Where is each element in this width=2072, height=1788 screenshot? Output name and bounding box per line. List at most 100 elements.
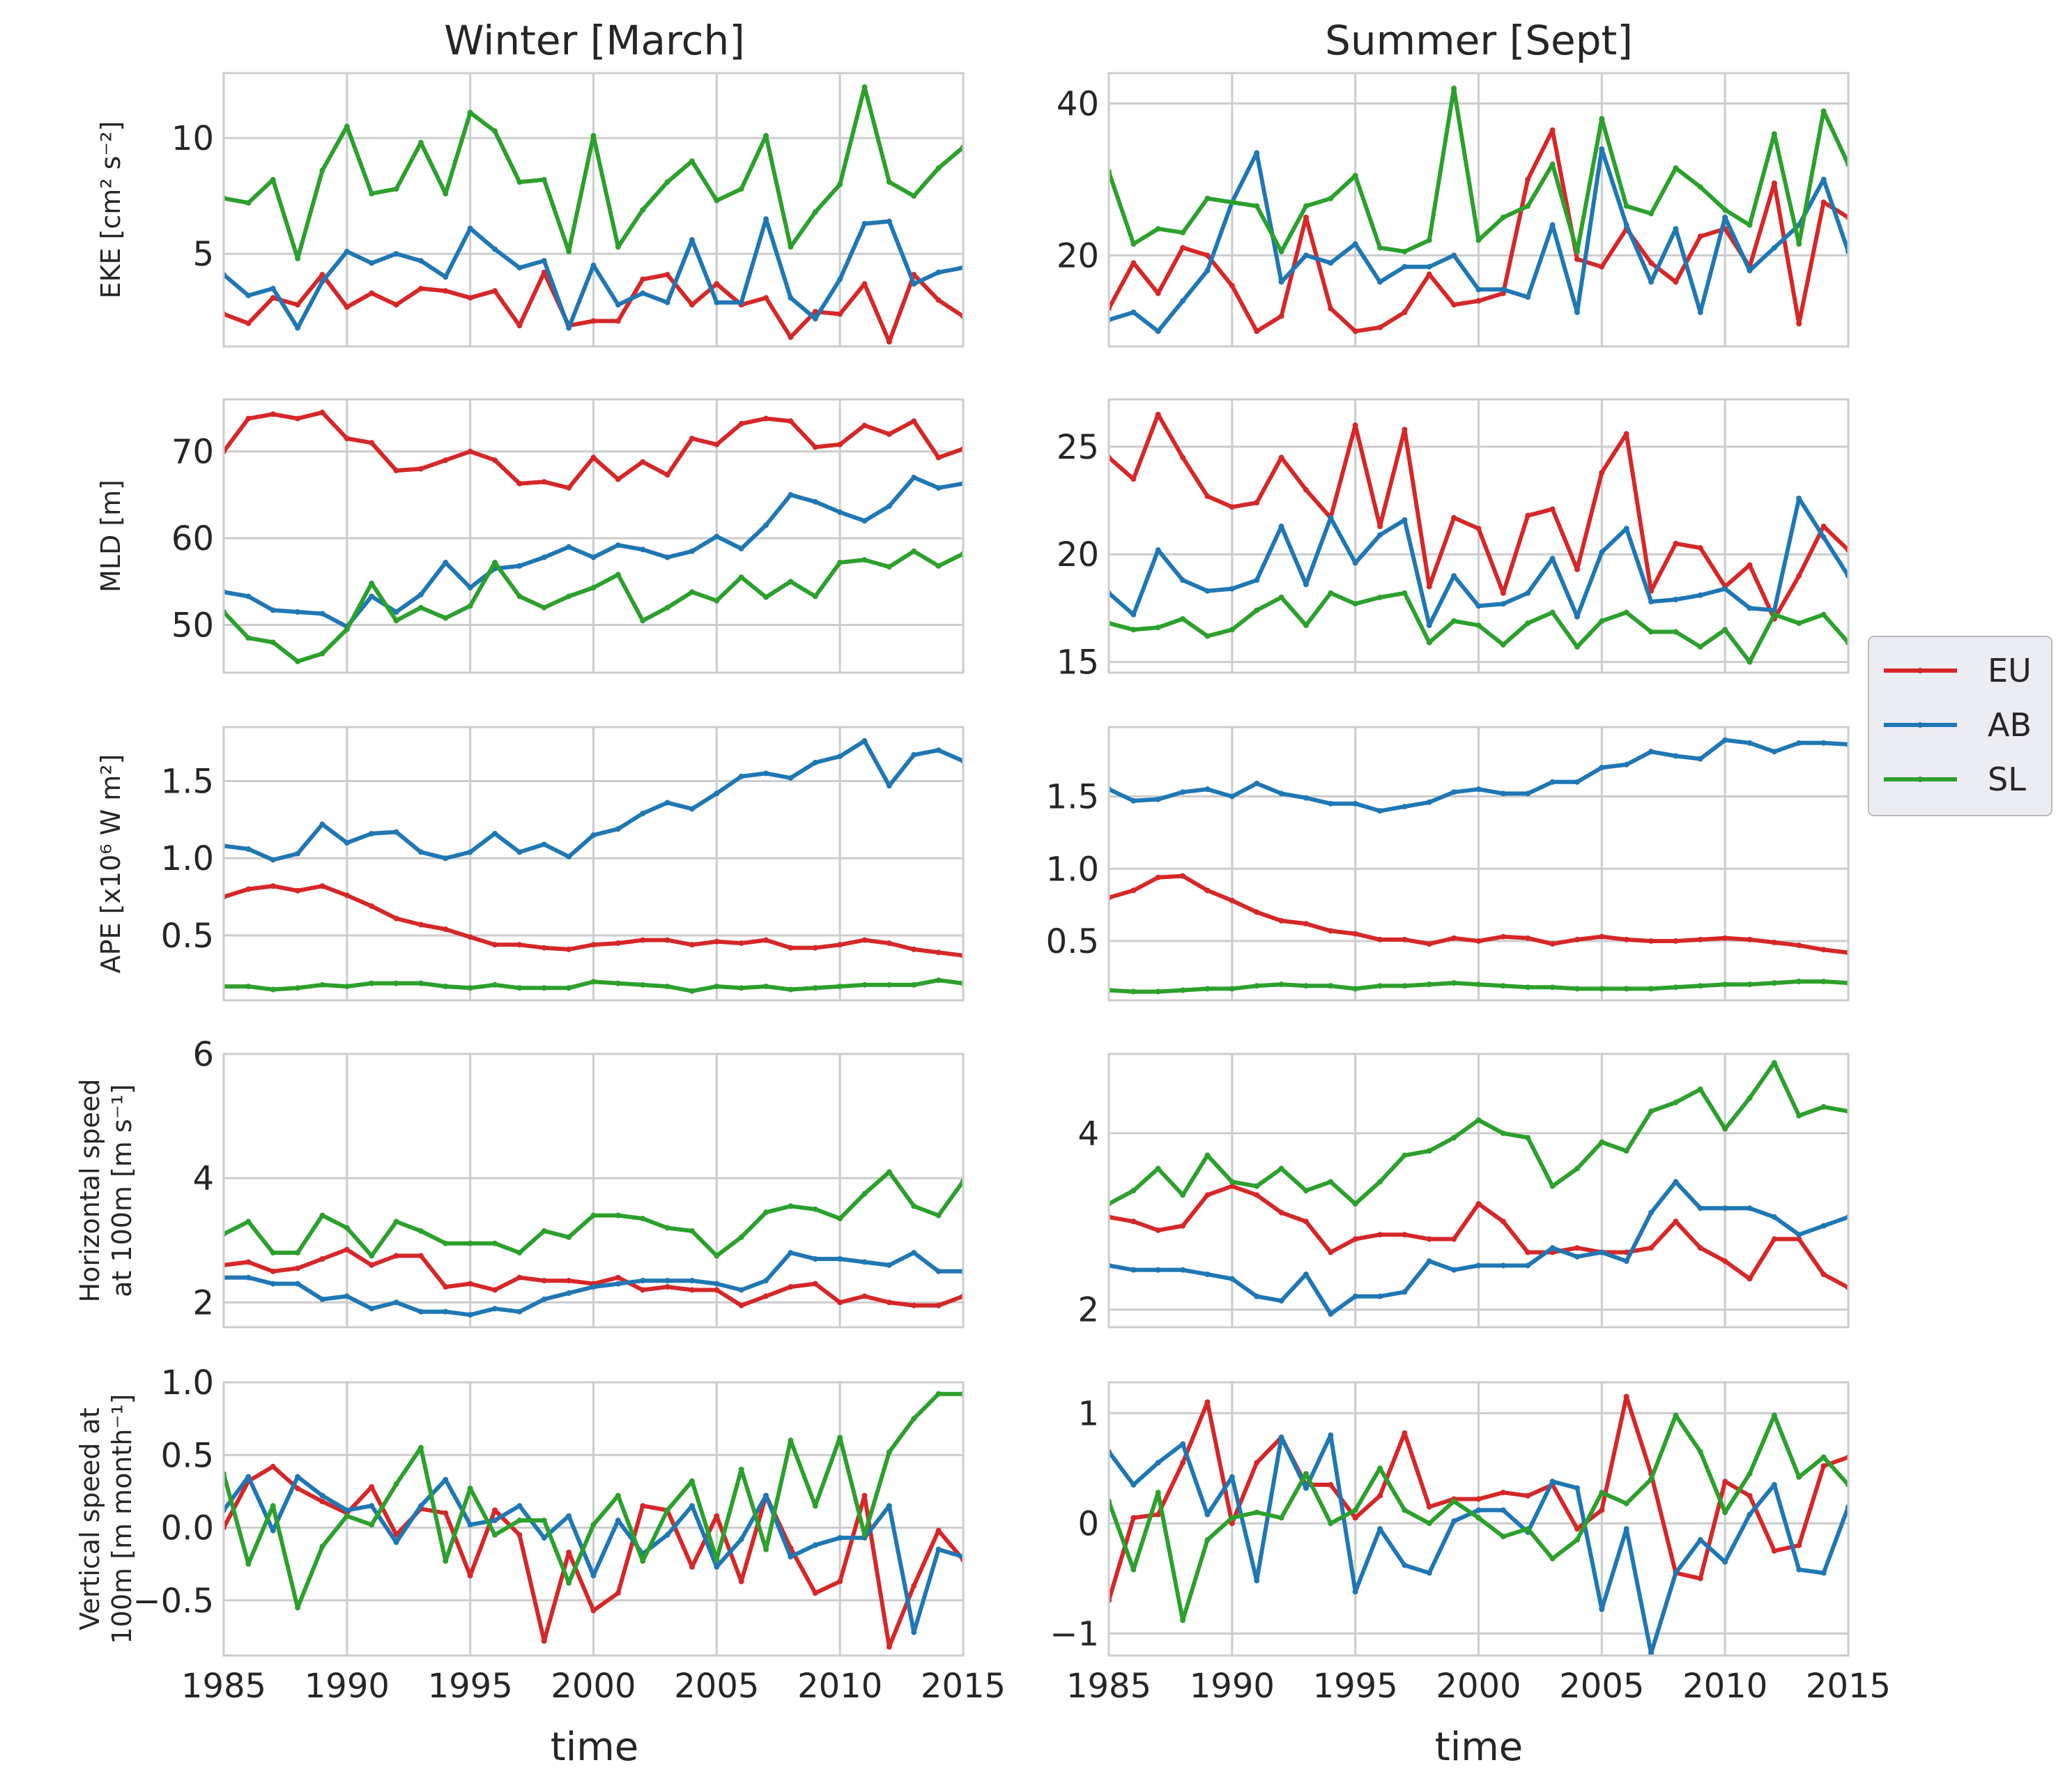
winter-ape-point-SL-1986 bbox=[245, 984, 252, 990]
winter-vspeed-point-SL-1993 bbox=[417, 1444, 424, 1451]
summer-hspeed-point-SL-2010 bbox=[1722, 1126, 1728, 1132]
summer-mld-point-SL-2009 bbox=[1697, 643, 1703, 650]
summer-vspeed-axes-frame bbox=[1107, 1381, 1850, 1657]
summer-mld-point-EU-2009 bbox=[1697, 544, 1703, 551]
summer-vspeed-point-EU-2006 bbox=[1623, 1393, 1629, 1400]
winter-mld-point-SL-1987 bbox=[270, 639, 276, 645]
winter-eke-point-SL-2002 bbox=[640, 207, 646, 213]
winter-mld-point-AB-2005 bbox=[714, 533, 720, 540]
winter-hspeed-point-AB-1998 bbox=[541, 1296, 547, 1302]
winter-hspeed-point-SL-2013 bbox=[911, 1203, 917, 1209]
winter-hspeed-point-EU-2004 bbox=[689, 1287, 695, 1293]
summer-eke-point-AB-2014 bbox=[1820, 176, 1827, 183]
winter-mld-point-SL-1992 bbox=[393, 618, 399, 624]
summer-ape-point-AB-2000 bbox=[1475, 786, 1482, 793]
winter-hspeed-point-SL-1987 bbox=[270, 1250, 276, 1256]
summer-vspeed-point-AB-2004 bbox=[1574, 1485, 1580, 1491]
summer-ape-point-SL-1988 bbox=[1180, 987, 1186, 993]
winter-vspeed-point-SL-1987 bbox=[270, 1503, 276, 1509]
winter-mld-point-AB-2010 bbox=[837, 509, 843, 515]
summer-hspeed-point-AB-2001 bbox=[1500, 1262, 1506, 1269]
winter-ape-point-EU-2002 bbox=[640, 937, 646, 943]
summer-hspeed-point-EU-2000 bbox=[1475, 1200, 1482, 1207]
winter-eke-point-SL-2013 bbox=[911, 193, 917, 199]
winter-ape-point-SL-1991 bbox=[369, 980, 375, 986]
winter-mld-point-EU-1989 bbox=[319, 409, 325, 415]
summer-eke-point-SL-1990 bbox=[1229, 199, 1235, 206]
summer-ape-point-EU-2007 bbox=[1648, 938, 1655, 944]
summer-mld-point-EU-1990 bbox=[1229, 504, 1235, 510]
summer-mld-point-AB-2001 bbox=[1500, 601, 1506, 607]
winter-eke-point-SL-1995 bbox=[467, 109, 473, 116]
winter-ape-point-SL-2010 bbox=[837, 984, 843, 990]
winter-vspeed-point-AB-1989 bbox=[319, 1492, 325, 1499]
summer-hspeed-axes-frame bbox=[1107, 1053, 1850, 1329]
winter-hspeed-point-SL-2012 bbox=[886, 1169, 892, 1175]
winter-mld-point-SL-2005 bbox=[714, 597, 720, 604]
winter-eke-point-SL-1991 bbox=[369, 190, 375, 197]
summer-eke-point-EU-2002 bbox=[1525, 176, 1531, 183]
summer-eke-point-EU-1988 bbox=[1180, 245, 1186, 251]
summer-ape-point-EU-2003 bbox=[1549, 941, 1556, 947]
winter-vspeed-point-SL-2009 bbox=[812, 1503, 818, 1509]
winter-ape-point-EU-2008 bbox=[788, 945, 794, 951]
winter-vspeed-ytick-label-3: 1.0 bbox=[161, 1363, 214, 1403]
summer-mld-point-AB-1988 bbox=[1180, 577, 1186, 583]
winter-eke-point-EU-2001 bbox=[615, 318, 621, 324]
winter-eke-series-group bbox=[224, 84, 963, 345]
summer-ape-point-EU-2010 bbox=[1722, 935, 1728, 941]
summer-vspeed-point-SL-2003 bbox=[1549, 1555, 1556, 1561]
winter-eke-point-AB-2014 bbox=[935, 269, 942, 275]
winter-vspeed-point-AB-1988 bbox=[295, 1474, 301, 1480]
winter-vspeed-xtick-label-1985: 1985 bbox=[181, 1667, 266, 1706]
summer-hspeed-point-SL-2013 bbox=[1796, 1113, 1802, 1119]
summer-ape-point-SL-1996 bbox=[1377, 983, 1383, 989]
summer-ape-point-AB-2002 bbox=[1525, 790, 1531, 797]
summer-mld-ytick-label-1: 20 bbox=[1057, 535, 1099, 574]
winter-mld-point-SL-1995 bbox=[467, 603, 473, 609]
summer-ape-point-AB-1992 bbox=[1278, 790, 1284, 797]
winter-ape-point-EU-2006 bbox=[738, 940, 744, 947]
summer-ape-point-AB-1997 bbox=[1402, 804, 1408, 810]
winter-eke-point-EU-1995 bbox=[467, 295, 473, 301]
winter-mld-point-AB-2012 bbox=[886, 503, 892, 510]
winter-eke-point-SL-2001 bbox=[615, 244, 621, 250]
winter-mld-point-EU-2013 bbox=[911, 418, 917, 425]
winter-mld-point-SL-1990 bbox=[344, 626, 350, 632]
winter-ape-point-SL-1990 bbox=[344, 984, 350, 990]
winter-mld-point-AB-2011 bbox=[861, 518, 868, 524]
summer-vspeed-xtick-label-1985: 1985 bbox=[1066, 1667, 1151, 1706]
winter-eke-point-EU-2014 bbox=[935, 297, 942, 303]
winter-mld-point-SL-1991 bbox=[369, 580, 375, 586]
winter-ape-point-EU-1993 bbox=[417, 922, 424, 928]
summer-mld-point-SL-1993 bbox=[1303, 622, 1309, 629]
summer-eke-point-EU-1991 bbox=[1254, 328, 1260, 335]
winter-vspeed-point-SL-2000 bbox=[590, 1522, 597, 1528]
summer-vspeed-point-EU-1990 bbox=[1229, 1520, 1235, 1527]
winter-vspeed-point-SL-1990 bbox=[344, 1513, 350, 1519]
winter-eke-point-SL-2003 bbox=[664, 179, 670, 185]
winter-eke-point-EU-1998 bbox=[541, 269, 547, 275]
winter-vspeed-point-SL-2010 bbox=[837, 1435, 843, 1441]
summer-mld-point-SL-1990 bbox=[1229, 627, 1235, 633]
winter-ape-ytick-label-2: 1.5 bbox=[161, 763, 214, 802]
summer-vspeed-point-SL-1996 bbox=[1377, 1465, 1383, 1472]
summer-hspeed-point-AB-2013 bbox=[1796, 1232, 1802, 1238]
summer-mld-point-SL-2010 bbox=[1722, 627, 1728, 633]
summer-hspeed-point-AB-1991 bbox=[1254, 1293, 1260, 1299]
winter-vspeed-point-AB-1996 bbox=[492, 1518, 498, 1524]
summer-vspeed-point-SL-1995 bbox=[1352, 1507, 1358, 1513]
summer-hspeed-point-SL-1999 bbox=[1451, 1135, 1457, 1141]
summer-mld-point-AB-2006 bbox=[1623, 526, 1629, 532]
legend-label-AB: AB bbox=[1988, 706, 2032, 744]
winter-mld-ytick-label-1: 60 bbox=[171, 519, 214, 558]
winter-vspeed-point-EU-2006 bbox=[738, 1578, 744, 1584]
winter-vspeed-point-EU-2013 bbox=[911, 1582, 917, 1589]
winter-ape-point-AB-1999 bbox=[566, 854, 572, 860]
summer-eke-point-EU-1993 bbox=[1303, 214, 1309, 220]
winter-mld-point-AB-2009 bbox=[812, 498, 818, 505]
winter-ape-point-EU-2000 bbox=[590, 942, 597, 948]
winter-vspeed-point-EU-1997 bbox=[516, 1531, 523, 1538]
summer-ape-point-EU-1989 bbox=[1204, 887, 1211, 894]
